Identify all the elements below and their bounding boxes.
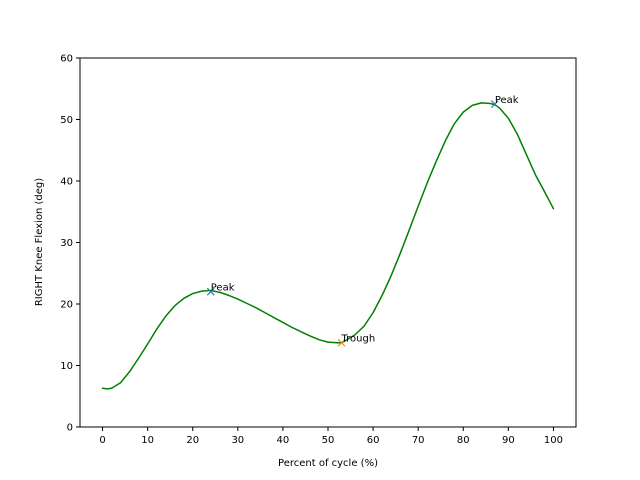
y-tick-label: 0 (67, 423, 73, 434)
marker-x-stroke (337, 338, 346, 347)
marker-label: Peak (495, 95, 519, 106)
y-tick-label: 20 (60, 300, 73, 311)
x-tick-label: 10 (141, 435, 154, 446)
y-tick-label: 60 (60, 54, 73, 65)
x-tick-label: 40 (277, 435, 290, 446)
x-tick-label: 60 (367, 435, 380, 446)
x-tick-label: 30 (231, 435, 244, 446)
y-axis-label: RIGHT Knee Flexion (deg) (34, 178, 45, 306)
x-tick-label: 70 (412, 435, 425, 446)
x-axis-label: Percent of cycle (%) (278, 458, 378, 469)
x-tick-label: 20 (186, 435, 199, 446)
marker-trough-1 (337, 338, 346, 347)
x-tick-label: 100 (544, 435, 563, 446)
marker-label: Trough (341, 334, 376, 345)
x-tick-label: 80 (457, 435, 470, 446)
y-tick-label: 10 (60, 361, 73, 372)
marker-peak-0 (206, 287, 215, 296)
axes-layer: 0 10 20 30 40 50 60 70 80 90 100 0 10 20 30 40 50 60 (60, 54, 577, 446)
series-layer (101, 102, 555, 390)
marker-peak-2 (490, 100, 499, 109)
plot-area (80, 58, 576, 427)
x-tick-label: 0 (99, 435, 105, 446)
marker-layer: Peak Trough Peak (206, 95, 519, 347)
y-tick-label: 30 (60, 238, 73, 249)
marker-x-stroke (206, 287, 215, 296)
series-line-0 (101, 102, 555, 390)
marker-label: Peak (211, 283, 235, 294)
x-tick-label: 90 (502, 435, 515, 446)
x-tick-label: 50 (322, 435, 335, 446)
plot-background (80, 58, 576, 427)
marker-x-stroke (490, 100, 499, 109)
y-tick-label: 40 (60, 177, 73, 188)
y-tick-label: 50 (60, 115, 73, 126)
